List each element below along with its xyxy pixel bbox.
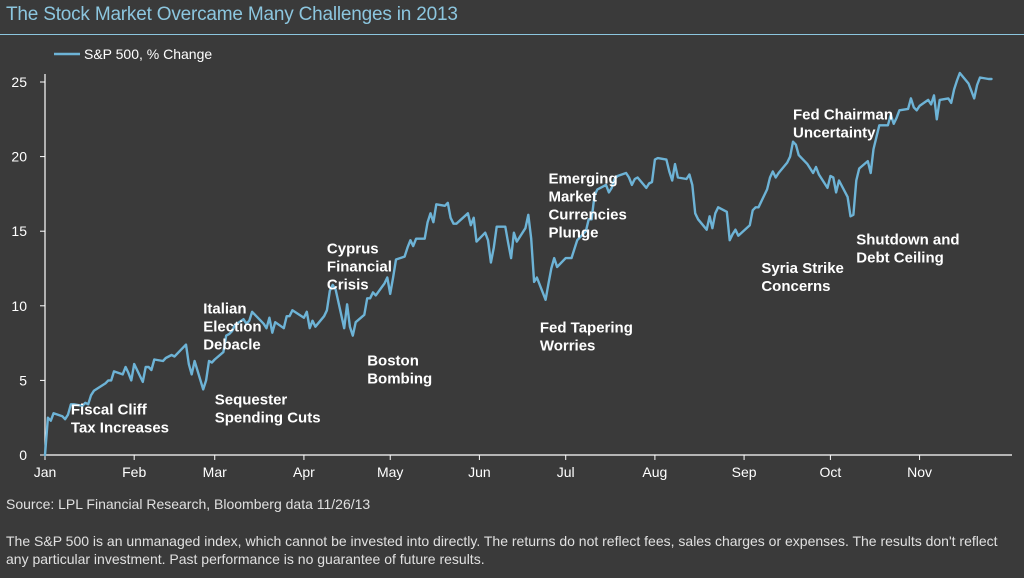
chart-annotations: Fiscal Cliff Tax Increases Italian Election… — [71, 106, 960, 436]
y-tick-label: 20 — [11, 149, 27, 165]
x-tick-label: Nov — [907, 464, 932, 480]
source-note: Source: LPL Financial Research, Bloomber… — [6, 496, 371, 512]
x-tick-label: Apr — [293, 464, 315, 480]
x-tick-label: Sep — [732, 464, 757, 480]
series-layer — [43, 71, 993, 457]
y-tick-label: 10 — [11, 298, 27, 314]
annotation-label: Cyprus Financial Crisis — [327, 241, 392, 294]
title-divider — [0, 34, 1024, 35]
chart-axes: 0 5 10 15 20 25 Jan Feb Mar Apr May Jun Jul Aug Sep Oct… — [11, 74, 1012, 480]
annotation-label: Boston Bombing — [367, 352, 432, 387]
disclaimer-text: The S&P 500 is an unmanaged index, which… — [6, 533, 998, 567]
y-tick-label: 5 — [19, 372, 27, 388]
x-tick-label: Mar — [203, 464, 227, 480]
annotation-label: Italian Election Debacle — [203, 300, 261, 353]
x-tick-label: May — [377, 464, 403, 480]
annotation-label: Sequester Spending Cuts — [215, 391, 321, 426]
y-tick-label: 0 — [19, 447, 27, 463]
x-tick-label: Feb — [122, 464, 146, 480]
legend-label: S&P 500, % Change — [84, 46, 212, 62]
x-tick-label: Aug — [642, 464, 667, 480]
chart-legend: S&P 500, % Change — [54, 46, 212, 62]
sp500-line-chart: S&P 500, % Change 0 5 10 15 20 25 Jan Feb Mar Apr… — [11, 46, 1012, 480]
annotation-label: Emerging Market Currencies Plunge — [548, 170, 626, 241]
chart-title: The Stock Market Overcame Many Challenge… — [6, 4, 458, 25]
annotation-label: Fiscal Cliff Tax Increases — [71, 402, 169, 437]
annotation-label: Shutdown and Debt Ceiling — [856, 232, 959, 267]
series-line — [43, 71, 993, 457]
annotation-label: Syria Strike Concerns — [761, 260, 844, 295]
y-tick-label: 15 — [11, 223, 27, 239]
annotation-label: Fed Chairman Uncertainty — [793, 106, 893, 141]
x-tick-label: Jul — [557, 464, 575, 480]
x-tick-label: Jun — [468, 464, 491, 480]
annotation-label: Fed Tapering Worries — [540, 320, 633, 355]
y-tick-label: 25 — [11, 74, 27, 90]
x-tick-label: Jan — [34, 464, 57, 480]
x-tick-label: Oct — [819, 464, 841, 480]
